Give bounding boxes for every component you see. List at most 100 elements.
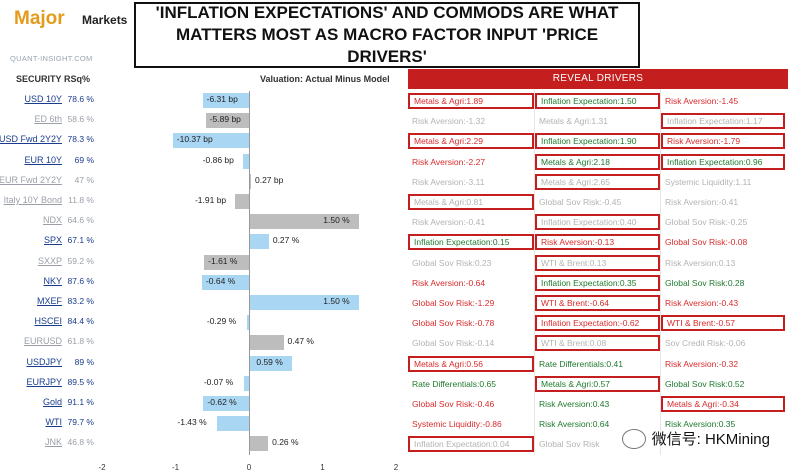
valuation-label: -1.61 % — [208, 255, 238, 266]
driver-cell[interactable]: Metals & Agri:0.56 — [408, 355, 534, 372]
driver-cell[interactable]: Global Sov Risk:0.28 — [665, 277, 745, 288]
driver-cell[interactable]: Global Sov Risk:-0.14 — [412, 338, 495, 349]
security-link[interactable]: HSCEI — [34, 316, 62, 327]
driver-cell[interactable]: Global Sov Risk:-0.78 — [412, 318, 495, 329]
driver-cell[interactable]: Global Sov Risk:-0.25 — [665, 217, 748, 228]
driver-cell[interactable]: Global Sov Risk:-0.46 — [412, 399, 495, 409]
driver-cell[interactable]: Global Sov Risk:-0.45 — [539, 197, 622, 207]
driver-cell[interactable]: Metals & Agri:1.31 — [539, 116, 608, 127]
security-link[interactable]: USDJPY — [26, 356, 62, 367]
security-link[interactable]: ED 6th — [34, 114, 62, 125]
valuation-label: 1.50 % — [323, 296, 350, 306]
driver-cell[interactable]: Metals & Agri:2.65 — [535, 173, 660, 190]
driver-cell[interactable]: Risk Aversion:-0.41 — [412, 217, 486, 228]
security-link[interactable]: USD 10Y — [24, 94, 62, 104]
driver-cell[interactable]: Risk Aversion:0.35 — [665, 419, 736, 430]
driver-cell[interactable]: Global Sov Risk:0.52 — [665, 378, 745, 389]
rsq-value: 79.7 % — [67, 417, 94, 428]
driver-cell[interactable]: Global Sov Risk:-0.08 — [665, 237, 748, 248]
driver-cell[interactable]: Rate Differentials:0.65 — [412, 378, 496, 389]
rsq-value: 78.6 % — [67, 94, 94, 104]
driver-cell[interactable]: Inflation Expectation:1.50 — [535, 93, 660, 109]
valuation-label: 1.50 % — [323, 215, 350, 226]
driver-cell[interactable]: Inflation Expectation:0.35 — [535, 274, 660, 291]
driver-cell[interactable]: WTI & Brent:0.13 — [535, 254, 660, 271]
valuation-bar — [249, 436, 269, 452]
security-link[interactable]: USD Fwd 2Y2Y — [0, 134, 62, 145]
driver-cell[interactable]: Inflation Expectation:0.96 — [661, 153, 785, 170]
driver-cell[interactable]: Inflation Expectation:0.40 — [535, 214, 660, 231]
valuation-bar — [249, 335, 284, 351]
security-link[interactable]: SXXP — [37, 255, 62, 266]
security-link[interactable]: NDX — [42, 215, 62, 226]
valuation-label: -1.91 bp — [194, 195, 227, 205]
security-link[interactable]: EURJPY — [26, 376, 62, 387]
wechat-icon — [621, 428, 646, 449]
rsq-value: 64.6 % — [67, 215, 94, 226]
driver-cell[interactable]: Metals & Agri:0.57 — [535, 375, 660, 392]
rsq-value: 67.1 % — [67, 235, 94, 246]
driver-cell[interactable]: Metals & Agri:-0.34 — [661, 396, 785, 412]
security-link[interactable]: Italy 10Y Bond — [3, 195, 62, 205]
security-link[interactable]: JNK — [44, 437, 62, 448]
driver-cell[interactable]: Metals & Agri:2.29 — [408, 133, 534, 150]
security-link[interactable]: Gold — [42, 397, 62, 407]
driver-cell[interactable]: Risk Aversion:-1.45 — [665, 96, 739, 106]
driver-cell[interactable]: Inflation Expectation:1.90 — [535, 133, 660, 150]
zero-axis-line — [249, 91, 250, 455]
rsq-value: 89 % — [74, 356, 94, 367]
driver-cell[interactable]: Global Sov Risk:0.23 — [412, 257, 492, 268]
rsq-value: 61.8 % — [67, 336, 94, 347]
security-link[interactable]: EUR 10Y — [24, 154, 62, 165]
driver-cell[interactable]: WTI & Brent:0.08 — [535, 335, 660, 352]
driver-cell[interactable]: Risk Aversion:-2.27 — [412, 156, 486, 167]
reveal-drivers-button[interactable]: REVEAL DRIVERS — [408, 69, 788, 89]
driver-cell[interactable]: Risk Aversion:-0.32 — [665, 358, 739, 369]
driver-cell[interactable]: Risk Aversion:0.64 — [539, 419, 610, 430]
axis-tick-label: -1 — [171, 463, 180, 472]
driver-cell[interactable]: Global Sov Risk:-1.29 — [412, 298, 495, 308]
security-link[interactable]: SPX — [43, 235, 62, 246]
driver-cell[interactable]: Global Sov Risk — [539, 439, 600, 450]
driver-cell[interactable]: Rate Differentials:0.41 — [539, 358, 623, 369]
driver-cell[interactable]: Risk Aversion:-0.64 — [412, 277, 486, 288]
driver-cell[interactable]: Sov Credit Risk:-0.06 — [665, 338, 746, 349]
driver-cell[interactable]: Risk Aversion:-3.11 — [412, 176, 485, 187]
watermark: 微信号: HKMining — [621, 428, 770, 449]
driver-cell[interactable]: Metals & Agri:2.18 — [535, 153, 660, 170]
valuation-label: -1.43 % — [177, 417, 207, 428]
driver-cell[interactable]: Risk Aversion:-0.13 — [535, 234, 660, 251]
driver-cell[interactable]: WTI & Brent:-0.57 — [661, 315, 785, 332]
rsq-value: 58.6 % — [67, 114, 94, 125]
driver-cell[interactable]: Risk Aversion:-0.41 — [665, 197, 739, 207]
valuation-bar — [234, 194, 249, 209]
driver-cell[interactable]: Risk Aversion:0.13 — [665, 257, 736, 268]
driver-cell[interactable]: Inflation Expectation:0.15 — [408, 234, 534, 251]
driver-cell[interactable]: Risk Aversion:0.43 — [539, 399, 610, 409]
driver-cell[interactable]: Metals & Agri:0.81 — [408, 194, 534, 210]
driver-cell[interactable]: Systemic Liquidity:1.11 — [665, 176, 752, 187]
axis-tick-label: 1 — [320, 463, 325, 472]
driver-cell[interactable]: Risk Aversion:-1.32 — [412, 116, 486, 127]
security-link[interactable]: EURUSD — [23, 336, 62, 347]
valuation-bar — [249, 173, 251, 189]
valuation-bar — [249, 355, 293, 371]
valuation-bar — [249, 295, 360, 310]
driver-cell[interactable]: Inflation Expectation:1.17 — [661, 113, 785, 130]
driver-cell[interactable]: Risk Aversion:-0.43 — [665, 298, 739, 308]
security-link[interactable]: WTI — [45, 417, 63, 428]
valuation-label: -10.37 bp — [176, 134, 213, 145]
security-link[interactable]: MXEF — [36, 296, 62, 306]
driver-cell[interactable]: Systemic Liquidity:-0.86 — [412, 419, 502, 430]
valuation-bar — [205, 113, 249, 129]
driver-cell[interactable]: Risk Aversion:-1.79 — [661, 133, 785, 150]
headline-line-1: 'INFLATION EXPECTATIONS' AND COMMODS ARE… — [155, 3, 619, 22]
rsq-value: 78.3 % — [67, 134, 94, 145]
driver-cell[interactable]: Inflation Expectation:0.04 — [408, 436, 534, 453]
driver-cell[interactable]: Inflation Expectation:-0.62 — [535, 315, 660, 332]
axis-tick-label: 2 — [393, 463, 399, 472]
security-link[interactable]: NKY — [43, 275, 62, 286]
driver-cell[interactable]: WTI & Brent:-0.64 — [535, 295, 660, 311]
security-link[interactable]: EUR Fwd 2Y2Y — [0, 174, 62, 185]
driver-cell[interactable]: Metals & Agri:1.89 — [408, 93, 534, 109]
